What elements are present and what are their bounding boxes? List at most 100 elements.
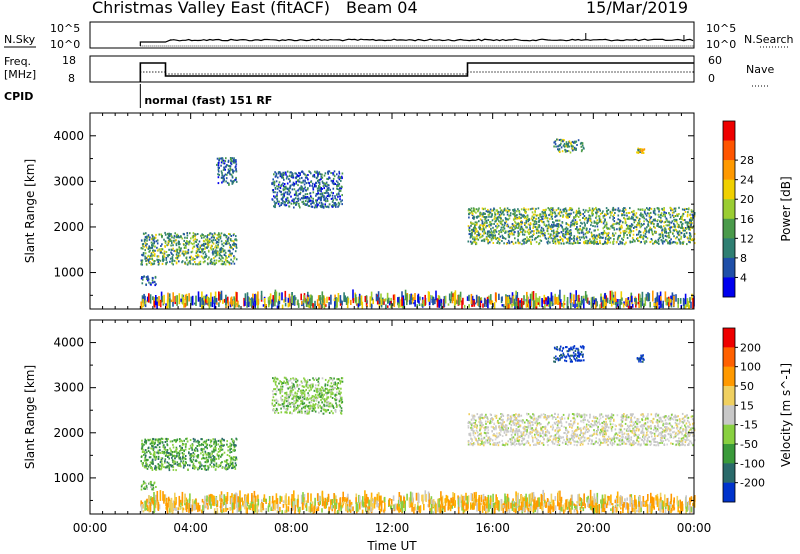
data-cell (505, 218, 508, 221)
data-cell (642, 234, 645, 237)
data-cell (272, 189, 275, 191)
data-cell (467, 209, 470, 212)
data-cell (153, 451, 156, 453)
data-cell (297, 184, 299, 187)
data-cell (154, 281, 156, 284)
data-cell (174, 296, 176, 305)
data-cell (164, 446, 166, 449)
data-cell (689, 233, 692, 236)
data-cell (298, 180, 301, 183)
data-cell (603, 214, 606, 217)
data-cell (515, 214, 517, 217)
data-cell (631, 236, 634, 239)
data-cell (580, 221, 582, 224)
data-cell (605, 214, 608, 216)
data-cell (195, 295, 197, 306)
data-cell (157, 449, 160, 452)
data-cell (204, 247, 206, 250)
data-cell (557, 232, 559, 235)
data-cell (155, 233, 157, 236)
data-cell (280, 202, 283, 204)
data-cell (337, 205, 339, 208)
data-cell (214, 291, 217, 302)
data-cell (550, 207, 552, 209)
data-cell (568, 236, 570, 239)
data-cell (622, 208, 624, 211)
data-cell (179, 446, 182, 449)
data-cell (213, 252, 215, 255)
data-cell (473, 210, 476, 213)
data-cell (209, 445, 212, 448)
data-cell (602, 210, 604, 213)
data-cell (279, 175, 282, 178)
data-cell (592, 213, 594, 215)
data-cell (570, 144, 573, 146)
data-cell (223, 242, 225, 245)
data-cell (583, 211, 586, 214)
data-cell (664, 228, 667, 231)
data-cell (148, 246, 150, 249)
data-cell (511, 223, 514, 225)
data-cell (192, 236, 194, 239)
data-cell (271, 299, 273, 309)
data-cell (591, 233, 593, 236)
data-cell (328, 195, 331, 198)
data-cell (178, 243, 180, 246)
data-cell (470, 242, 473, 245)
data-cell (154, 249, 156, 252)
data-cell (669, 213, 671, 216)
data-cell (488, 213, 491, 216)
data-cell (154, 441, 156, 444)
data-cell (269, 293, 272, 304)
data-cell (200, 438, 202, 441)
data-cell (215, 249, 218, 252)
data-cell (552, 221, 554, 224)
data-cell (671, 211, 674, 214)
data-cell (319, 196, 321, 199)
data-cell (532, 223, 535, 226)
data-cell (544, 209, 546, 212)
data-cell (619, 240, 621, 243)
data-cell (319, 186, 321, 189)
data-cell (218, 252, 221, 255)
data-cell (510, 231, 513, 234)
data-cell (293, 182, 295, 185)
data-cell (179, 243, 181, 246)
data-cell (164, 454, 167, 457)
data-cell (195, 440, 197, 443)
data-cell (470, 211, 473, 214)
data-cell (558, 223, 561, 226)
data-cell (205, 439, 208, 442)
data-cell (605, 224, 608, 227)
data-cell (201, 233, 203, 236)
data-cell (173, 463, 175, 465)
data-cell (525, 225, 527, 228)
data-cell (166, 244, 168, 247)
data-cell (592, 209, 595, 212)
data-cell (197, 439, 199, 442)
data-cell (233, 255, 235, 258)
data-cell (581, 144, 584, 147)
data-cell (678, 206, 680, 209)
data-cell (671, 226, 674, 229)
data-cell (542, 234, 544, 237)
data-cell (217, 246, 219, 249)
data-cell (196, 256, 198, 259)
data-cell (525, 218, 528, 220)
data-cell (341, 177, 343, 180)
data-cell (294, 202, 296, 204)
data-cell (470, 224, 472, 227)
data-cell (225, 242, 227, 245)
data-cell (471, 222, 474, 225)
data-cell (493, 302, 496, 309)
data-cell (628, 211, 631, 214)
data-cell (194, 302, 196, 305)
data-cell (463, 304, 466, 308)
data-cell (510, 230, 513, 233)
data-cell (147, 234, 150, 237)
date-text: 15/Mar/2019 (586, 0, 689, 17)
data-cell (166, 236, 169, 239)
data-cell (478, 296, 480, 307)
data-cell (175, 261, 178, 264)
data-cell (547, 225, 549, 228)
